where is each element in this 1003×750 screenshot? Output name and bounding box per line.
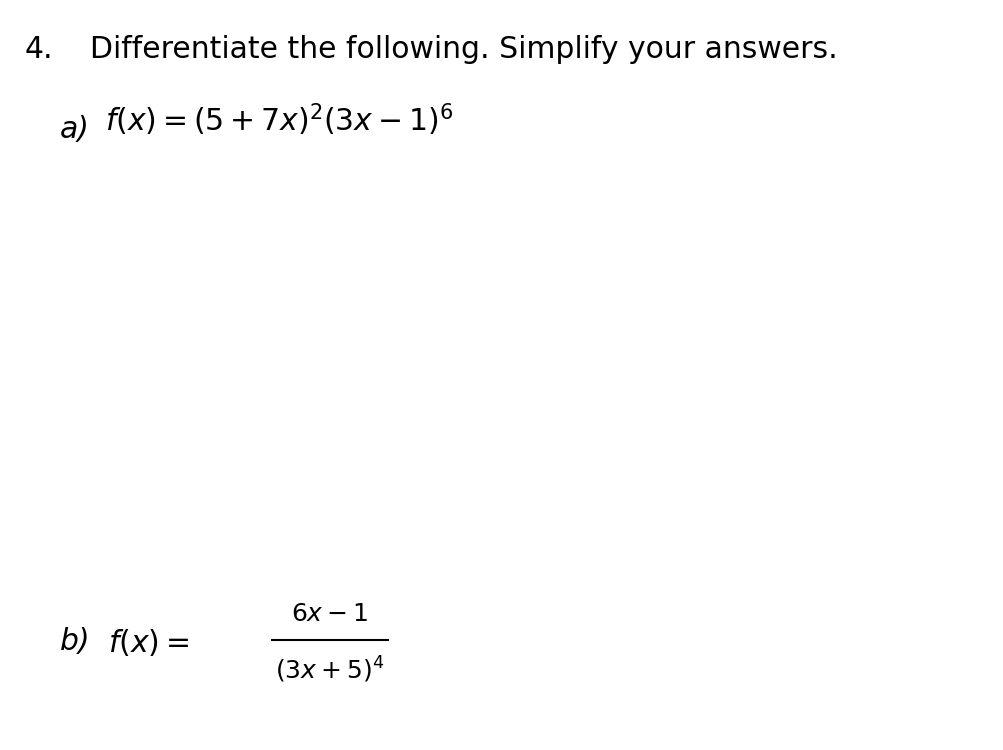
Text: $6x-1$: $6x-1$ (291, 602, 368, 626)
Text: $f(x) = (5 + 7x)^2(3x - 1)^6$: $f(x) = (5 + 7x)^2(3x - 1)^6$ (105, 102, 452, 139)
Text: $f(x) =$: $f(x) =$ (108, 626, 189, 658)
Text: 4.: 4. (25, 35, 53, 64)
Text: a): a) (60, 115, 90, 144)
Text: b): b) (60, 628, 90, 656)
Text: $(3x+5)^4$: $(3x+5)^4$ (275, 655, 384, 685)
Text: Differentiate the following. Simplify your answers.: Differentiate the following. Simplify yo… (90, 35, 837, 64)
